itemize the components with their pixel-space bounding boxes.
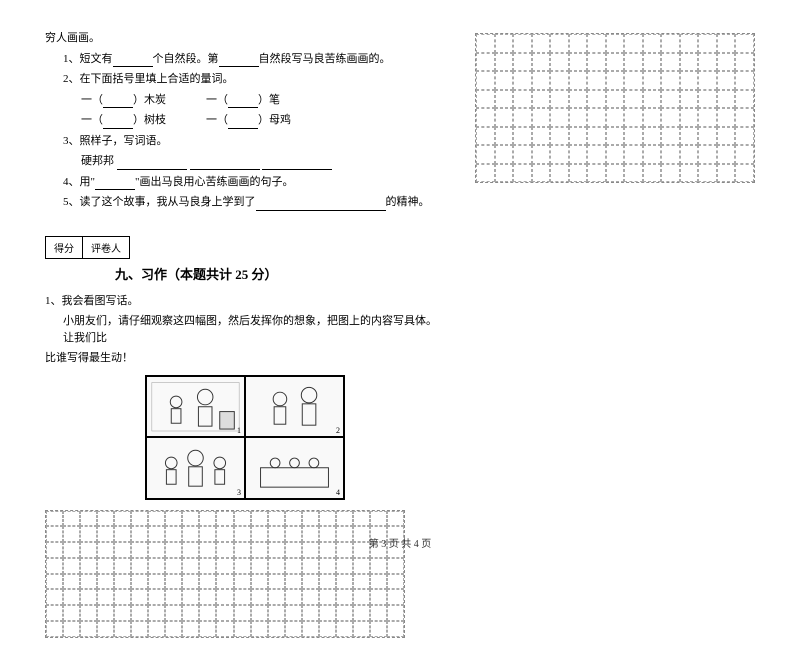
q2-mid: ）树枝 [133,114,166,126]
comic-panel-2: 2 [245,376,344,438]
blank-field[interactable] [219,55,259,67]
comic-panel-4: 4 [245,437,344,499]
q3-example-line: 硬邦邦 [45,153,445,170]
panel-number: 2 [336,426,340,435]
question-2: 2、在下面括号里填上合适的量词。 [45,71,445,88]
panel-number: 4 [336,488,340,497]
blank-field[interactable] [190,158,260,170]
panel-number: 1 [237,426,241,435]
blank-field[interactable] [256,199,386,211]
q2-suffix: ）笔 [258,94,280,106]
q4-prefix: 4、用" [63,176,95,188]
blank-field[interactable] [117,158,187,170]
blank-field[interactable] [95,178,135,190]
page-footer: 第 3 页 共 4 页 [0,535,800,550]
question-5: 5、读了这个故事，我从马良身上学到了 的精神。 [45,194,445,211]
comic-panel-3: 3 [146,437,245,499]
blank-field[interactable] [262,158,332,170]
q1-prefix: 1、短文有 [63,53,113,65]
q2-item-1: 一（ ）木炭 一（ ）笔 [45,92,445,109]
q2-suffix: ）母鸡 [258,114,291,126]
essay-line2: 小朋友们，请仔细观察这四幅图，然后发挥你的想象，把图上的内容写具体。让我们比 [45,313,445,346]
comic-grid: 1 2 3 [145,375,345,500]
blank-field[interactable] [228,117,258,129]
blank-field[interactable] [103,117,133,129]
q5-prefix: 5、读了这个故事，我从马良身上学到了 [63,196,256,208]
writing-grid-right[interactable] [475,33,755,183]
page-container: 穷人画画。 1、短文有 个自然段。第 自然段写马良苦练画画的。 2、在下面括号里填上… [0,0,800,658]
question-4: 4、用" "画出马良用心苦练画画的句子。 [45,174,445,191]
comic-panel-1: 1 [146,376,245,438]
q4-suffix: "画出马良用心苦练画画的句子。 [135,176,294,188]
q2-item-2: 一（ ）树枝 一（ ）母鸡 [45,112,445,129]
panel-number: 3 [237,488,241,497]
q3-example: 硬邦邦 [81,155,114,167]
question-1: 1、短文有 个自然段。第 自然段写马良苦练画画的。 [45,51,445,68]
q2-prefix: 一（ [81,114,103,126]
q2-prefix2: 一（ [206,114,228,126]
essay-line3: 比谁写得最生动！ [45,350,445,367]
writing-grid-left[interactable] [45,510,405,638]
score-box: 得分 评卷人 [45,236,445,259]
section-title: 九、习作（本题共计 25 分） [115,264,445,283]
blank-field[interactable] [113,55,153,67]
q2-prefix2: 一（ [206,94,228,106]
q2-prefix: 一（ [81,94,103,106]
q1-suffix: 自然段写马良苦练画画的。 [259,53,391,65]
intro-text: 穷人画画。 [45,30,445,47]
essay-line1: 1、我会看图写话。 [45,293,445,310]
q5-suffix: 的精神。 [386,196,430,208]
q2-mid: ）木炭 [133,94,166,106]
grader-label: 评卷人 [83,236,130,259]
blank-field[interactable] [228,96,258,108]
score-label: 得分 [45,236,83,259]
blank-field[interactable] [103,96,133,108]
question-3: 3、照样子，写词语。 [45,133,445,150]
q1-mid: 个自然段。第 [153,53,219,65]
